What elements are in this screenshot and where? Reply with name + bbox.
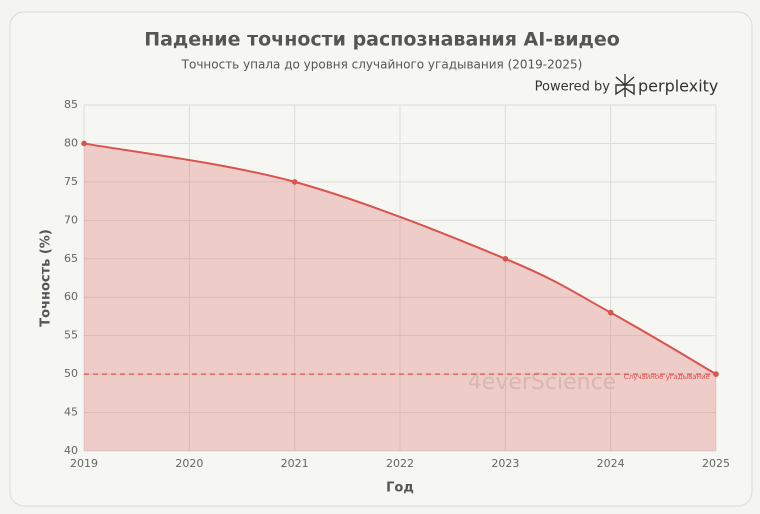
y-tick-label: 45 <box>64 406 78 419</box>
y-tick-label: 60 <box>64 290 78 303</box>
point <box>291 179 298 185</box>
x-tick-label: 2023 <box>491 457 519 470</box>
brand: perplexity <box>638 77 718 96</box>
x-tick-label: 2025 <box>702 457 730 470</box>
y-tick-label: 85 <box>64 98 78 111</box>
x-tick-label: 2020 <box>175 457 203 470</box>
x-axis-label: Год <box>386 481 414 496</box>
x-tick-label: 2022 <box>386 457 414 470</box>
y-tick-label: 75 <box>64 175 78 188</box>
y-tick-label: 40 <box>64 444 78 457</box>
x-tick-label: 2021 <box>281 457 309 470</box>
y-tick-label: 80 <box>64 136 78 149</box>
line <box>83 142 717 375</box>
point <box>607 309 614 316</box>
x-tick-label: 2024 <box>597 457 625 470</box>
point <box>713 371 719 377</box>
chart-subtitle: Точность упала до уровня случайного угад… <box>181 58 583 72</box>
point <box>502 255 509 262</box>
brand-logo <box>615 74 635 97</box>
powered-by: Powered by <box>535 80 611 95</box>
y-axis-label: Точность (%) <box>39 229 54 327</box>
x-tick-label: 2019 <box>70 457 98 470</box>
y-tick-label: 65 <box>64 252 78 265</box>
y-tick-label: 70 <box>64 213 78 226</box>
point <box>81 140 87 147</box>
y-tick-label: 55 <box>64 329 78 342</box>
reference-label: Случайное угадывание <box>624 373 710 381</box>
chart-title: Падение точности распознавания AI-видео <box>144 29 620 51</box>
y-tick-label: 50 <box>64 367 78 380</box>
